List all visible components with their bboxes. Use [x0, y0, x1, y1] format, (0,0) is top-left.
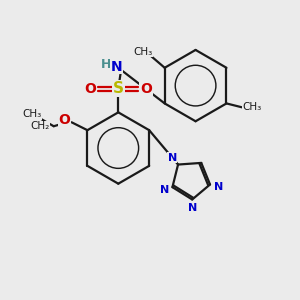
Text: H: H [101, 58, 112, 71]
Text: N: N [160, 185, 169, 196]
Text: N: N [168, 153, 177, 163]
Text: N: N [188, 203, 197, 213]
Text: O: O [140, 82, 152, 96]
Text: O: O [59, 113, 70, 127]
Text: S: S [113, 81, 124, 96]
Text: N: N [214, 182, 223, 192]
Text: CH₂: CH₂ [30, 121, 50, 131]
Text: N: N [110, 60, 122, 74]
Text: CH₃: CH₃ [243, 102, 262, 112]
Text: O: O [85, 82, 97, 96]
Text: CH₃: CH₃ [22, 109, 42, 119]
Text: CH₃: CH₃ [133, 47, 152, 57]
